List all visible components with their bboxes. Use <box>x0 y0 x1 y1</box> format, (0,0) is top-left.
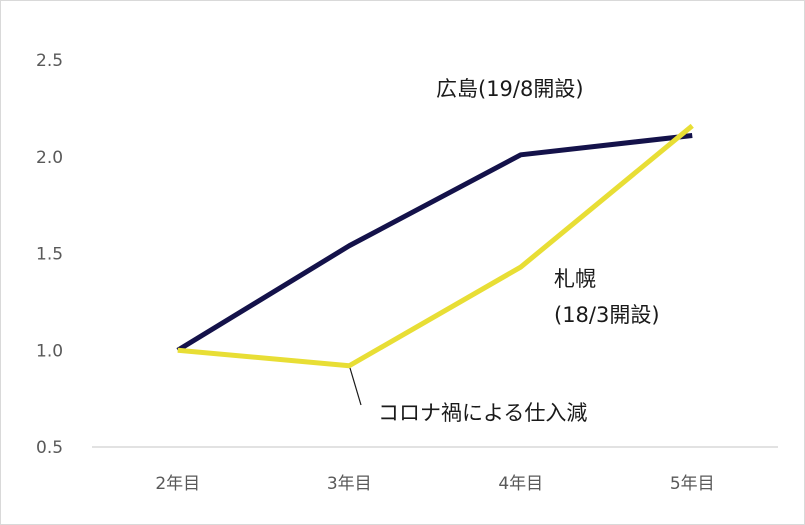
x-tick-label: 4年目 <box>498 474 543 494</box>
y-tick-label: 2.5 <box>36 51 63 71</box>
annotation-sapporo-name: 札幌 <box>554 267 596 291</box>
covid-callout-line <box>349 367 362 406</box>
x-tick-label: 2年目 <box>155 474 200 494</box>
series-lines <box>176 123 694 369</box>
y-tick-labels: 0.5 1.0 1.5 2.0 2.5 <box>36 51 63 458</box>
y-tick-label: 1.0 <box>36 341 63 361</box>
y-tick-label: 1.5 <box>36 245 63 265</box>
y-tick-label: 0.5 <box>36 438 63 458</box>
x-tick-label: 3年目 <box>327 474 372 494</box>
x-tick-label: 5年目 <box>670 474 715 494</box>
series-line-0 <box>176 132 693 353</box>
annotation-covid-note: コロナ禍による仕入減 <box>378 401 587 425</box>
x-tick-labels: 2年目 3年目 4年目 5年目 <box>155 474 714 494</box>
annotation-hiroshima: 広島(19/8開設) <box>436 77 584 101</box>
series-line-1 <box>177 123 694 369</box>
annotation-sapporo-opened: (18/3開設) <box>554 303 660 327</box>
y-tick-label: 2.0 <box>36 148 63 168</box>
